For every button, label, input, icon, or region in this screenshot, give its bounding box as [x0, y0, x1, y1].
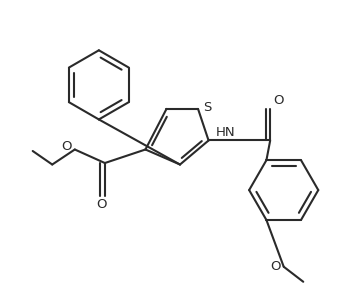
Text: S: S: [204, 101, 212, 114]
Text: O: O: [270, 260, 281, 273]
Text: O: O: [61, 140, 72, 153]
Text: O: O: [273, 95, 284, 108]
Text: HN: HN: [216, 126, 236, 139]
Text: O: O: [97, 198, 107, 210]
